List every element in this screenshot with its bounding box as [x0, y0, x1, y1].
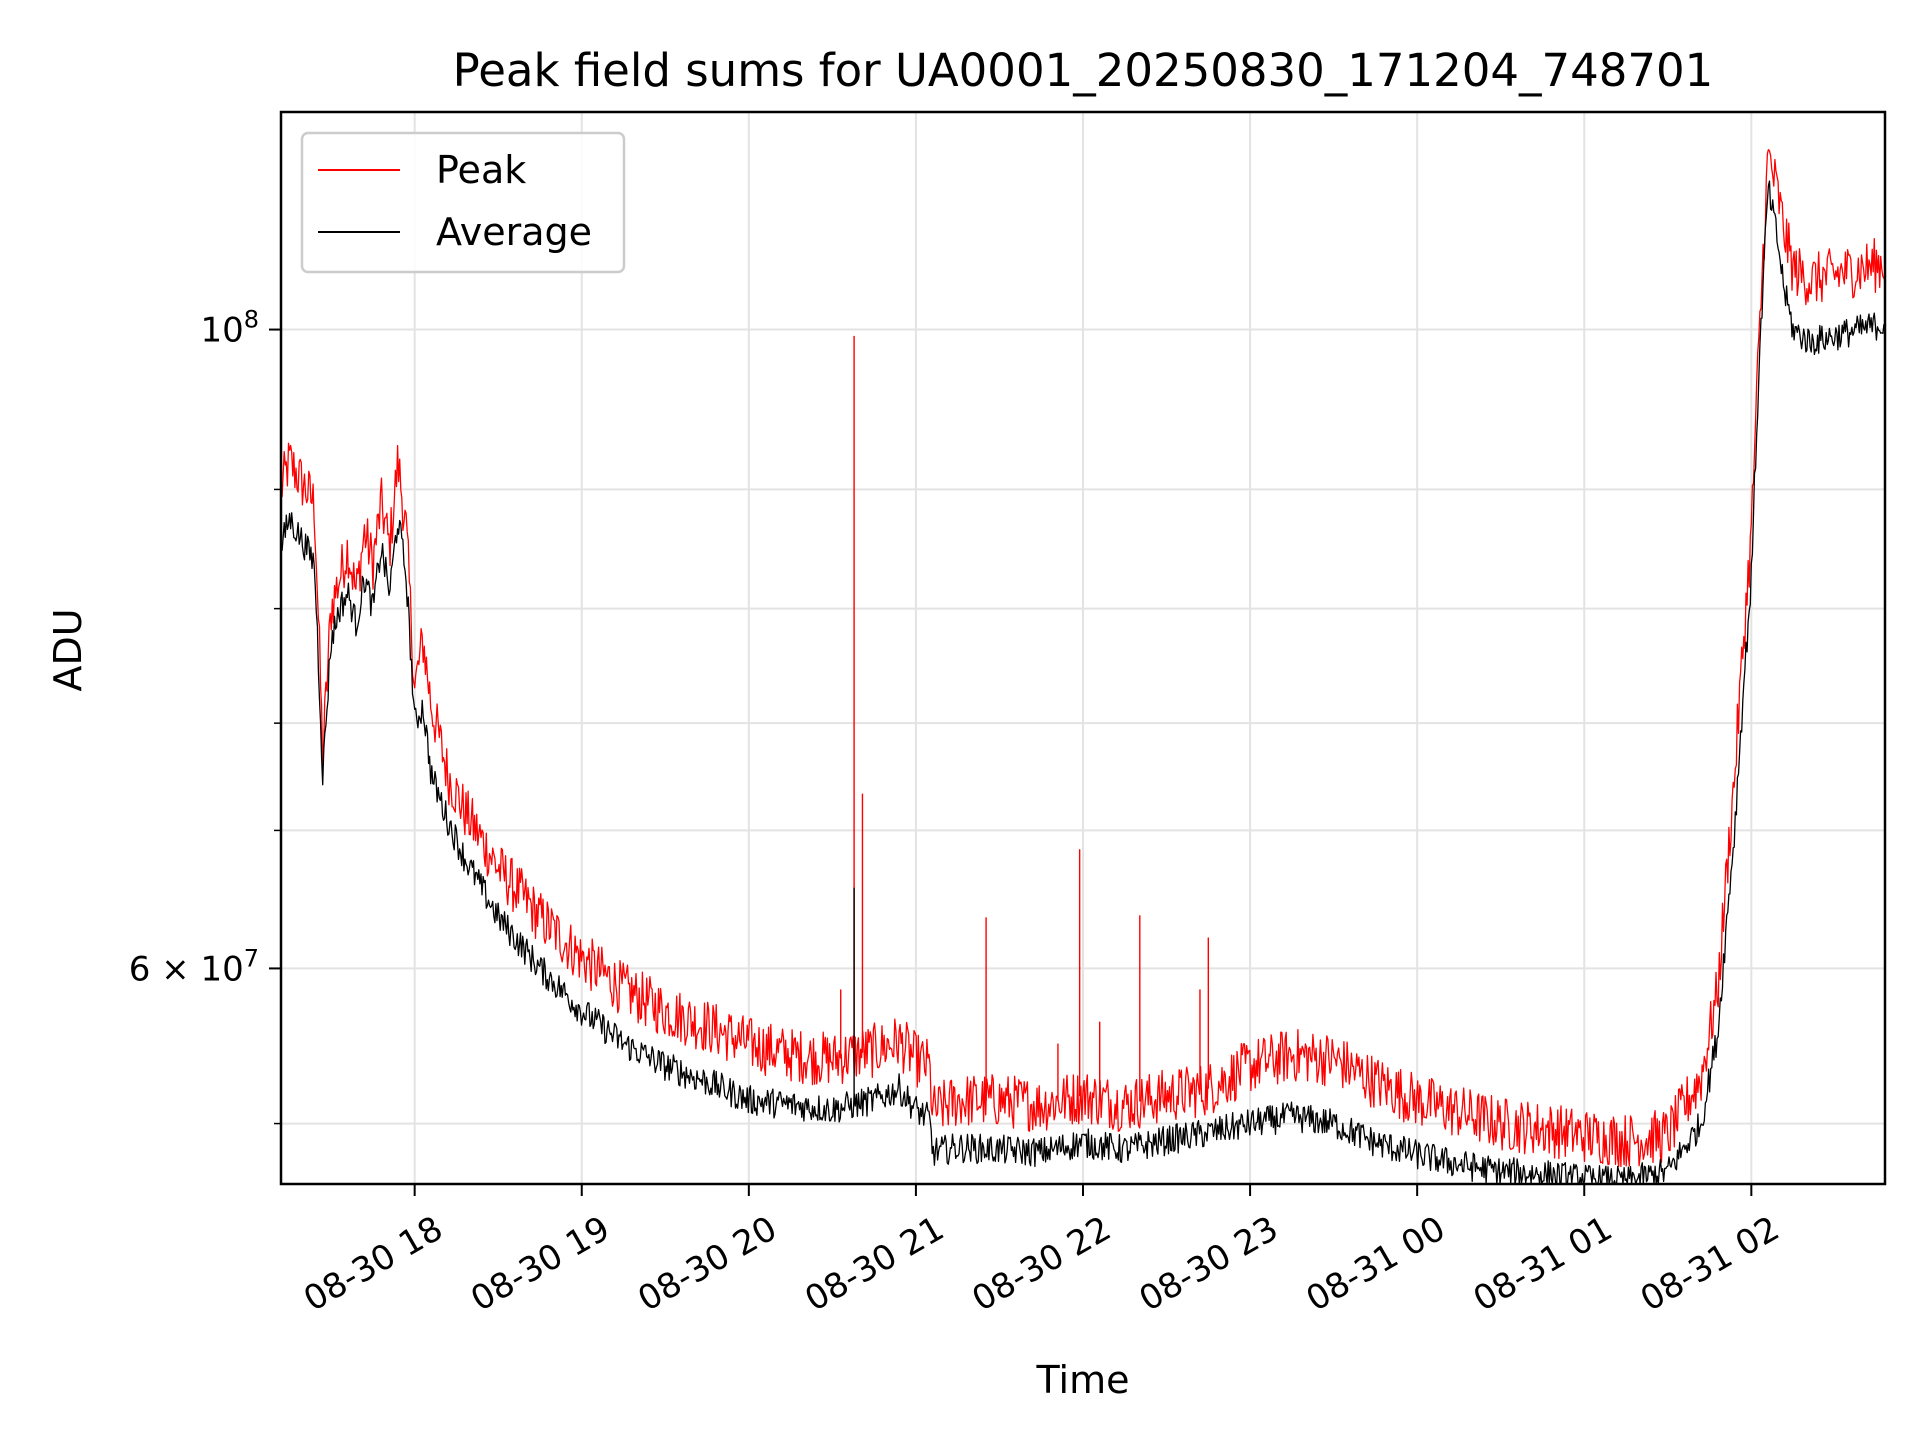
series-line-peak	[280, 149, 1886, 1168]
series-line-average	[280, 180, 1886, 1185]
x-axis-label: Time	[1036, 1358, 1130, 1402]
grid	[281, 112, 1885, 1184]
legend-box	[300, 131, 626, 274]
y-axis: 6 × 107 108	[129, 306, 281, 1125]
y-tick-label: 6 × 107	[129, 944, 259, 989]
series-layer	[280, 149, 1886, 1185]
chart-title: Peak field sums for UA0001_20250830_1712…	[453, 44, 1714, 97]
legend: Peak Average	[300, 131, 626, 274]
legend-label-average: Average	[436, 210, 592, 254]
y-axis-label: ADU	[46, 608, 90, 691]
y-tick-label: 108	[200, 306, 259, 351]
legend-label-peak: Peak	[436, 148, 526, 192]
